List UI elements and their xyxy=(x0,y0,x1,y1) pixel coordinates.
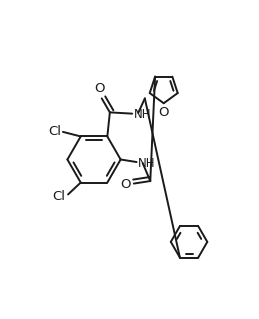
Text: O: O xyxy=(95,82,105,95)
Text: NH: NH xyxy=(138,157,155,170)
Text: O: O xyxy=(120,178,131,191)
Text: Cl: Cl xyxy=(48,125,61,137)
Text: Cl: Cl xyxy=(53,190,66,203)
Text: NH: NH xyxy=(133,108,151,122)
Text: O: O xyxy=(159,106,169,119)
